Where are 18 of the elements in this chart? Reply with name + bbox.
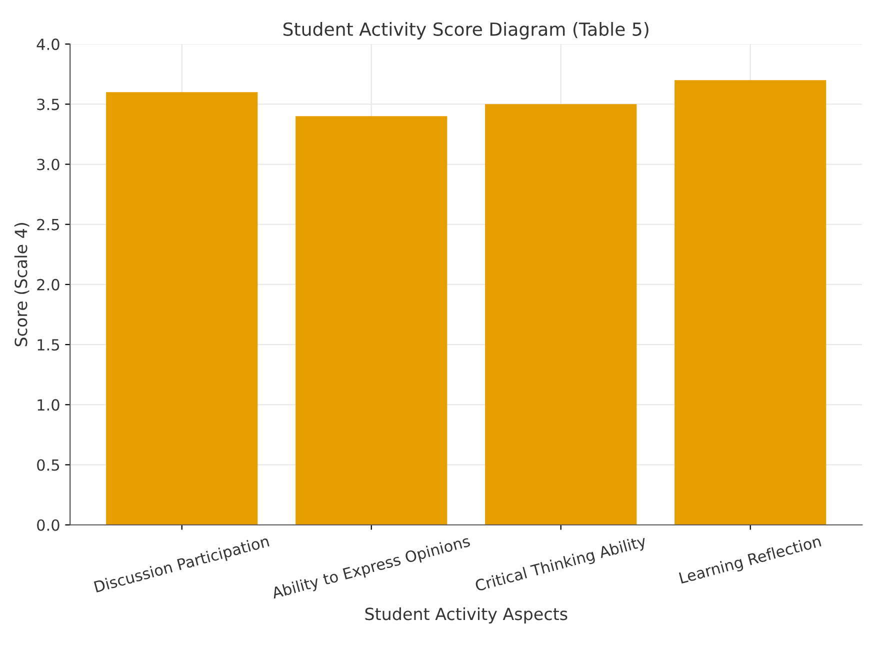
x-tick-label: Critical Thinking Ability	[474, 534, 648, 594]
y-tick-label: 0.5	[37, 459, 60, 471]
y-tick-label: 2.5	[37, 218, 60, 230]
bar	[296, 116, 448, 525]
x-tick-label: Ability to Express Opinions	[270, 534, 472, 602]
y-tick-label: 4.0	[36, 38, 60, 50]
y-tick-label: 1.0	[38, 399, 60, 411]
bar	[485, 104, 637, 525]
y-tick-label: 3.0	[37, 158, 60, 170]
y-axis-title: Score (Scale 4)	[14, 223, 30, 346]
bar	[106, 92, 258, 525]
y-tick-label: 2.0	[37, 278, 60, 290]
y-tick-label: 0.0	[37, 519, 60, 531]
chart-title: Student Activity Score Diagram (Table 5)	[283, 22, 648, 40]
bar	[674, 80, 826, 525]
x-axis-title: Student Activity Aspects	[365, 607, 568, 624]
y-tick-label: 3.5	[37, 98, 60, 110]
y-tick-label: 1.5	[38, 339, 60, 351]
